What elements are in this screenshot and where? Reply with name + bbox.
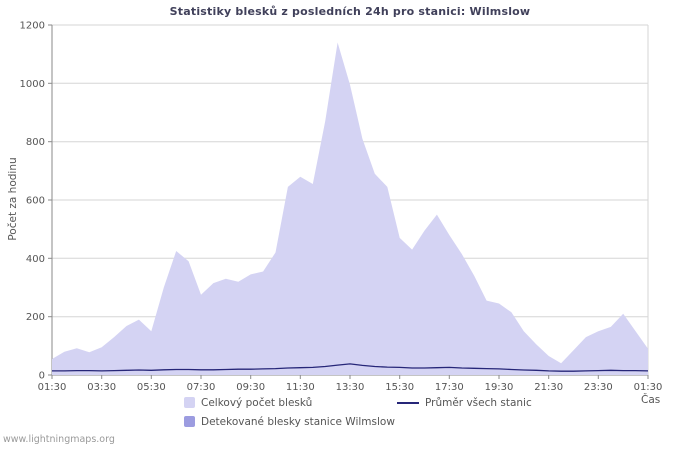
- svg-text:200: 200: [26, 312, 45, 323]
- svg-text:01:30: 01:30: [38, 382, 67, 393]
- chart-plot: 0 200 400 600 800 1000 1200 01:30 03:30 05:30 07:3…: [20, 21, 663, 394]
- svg-text:13:30: 13:30: [336, 382, 365, 393]
- svg-text:1200: 1200: [20, 21, 45, 32]
- svg-text:400: 400: [26, 254, 45, 265]
- x-axis-label: Čas: [641, 394, 661, 406]
- average-line: [52, 363, 649, 372]
- svg-text:03:30: 03:30: [87, 382, 116, 393]
- legend-item-detected: Detekované blesky stanice Wilmslow: [184, 415, 395, 428]
- legend-line-sample: [397, 401, 419, 404]
- svg-text:19:30: 19:30: [485, 382, 514, 393]
- svg-text:17:30: 17:30: [435, 382, 464, 393]
- svg-text:11:30: 11:30: [286, 382, 315, 393]
- svg-text:01:30: 01:30: [634, 382, 663, 393]
- legend-label-average: Průměr všech stanic: [425, 396, 532, 409]
- svg-text:07:30: 07:30: [187, 382, 216, 393]
- legend-label-total: Celkový počet blesků: [201, 396, 313, 409]
- svg-text:0: 0: [39, 371, 45, 382]
- svg-text:09:30: 09:30: [236, 382, 265, 393]
- svg-text:15:30: 15:30: [385, 382, 414, 393]
- svg-text:05:30: 05:30: [137, 382, 166, 393]
- legend-swatch-detected: [184, 416, 195, 427]
- chart-title: Statistiky blesků z posledních 24h pro s…: [169, 5, 531, 18]
- svg-text:800: 800: [26, 137, 45, 148]
- legend-label-detected: Detekované blesky stanice Wilmslow: [201, 415, 395, 428]
- legend-item-total: Celkový počet blesků: [184, 396, 312, 409]
- legend-swatch-total: [184, 397, 195, 408]
- area-total: [52, 42, 648, 375]
- svg-text:21:30: 21:30: [534, 382, 563, 393]
- watermark: www.lightningmaps.org: [3, 434, 115, 445]
- svg-text:600: 600: [26, 196, 45, 207]
- legend-item-average: Průměr všech stanic: [397, 396, 532, 409]
- svg-text:23:30: 23:30: [584, 382, 613, 393]
- svg-text:1000: 1000: [20, 79, 45, 90]
